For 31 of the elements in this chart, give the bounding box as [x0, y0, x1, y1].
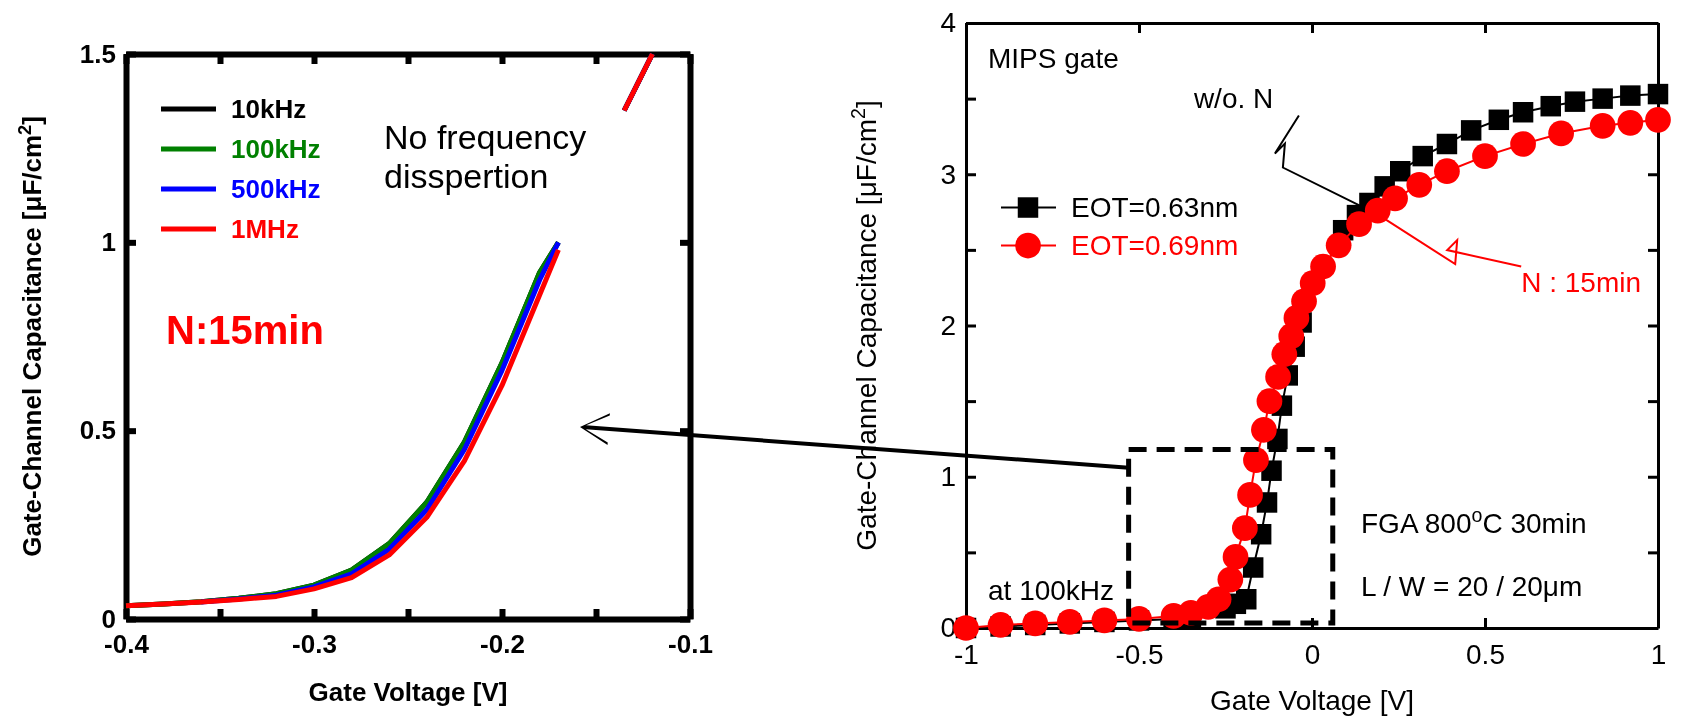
legend-label: EOT=0.69nm	[1071, 230, 1239, 262]
y-tick-label: 1	[101, 227, 116, 258]
x-axis-title: Gate Voltage [V]	[1210, 685, 1414, 716]
y-tick-label: 1	[940, 461, 956, 493]
annotation: L / W = 20 / 20μm	[1361, 571, 1583, 602]
x-tick-label: 1	[1650, 638, 1667, 670]
x-axis-title: Gate Voltage [V]	[308, 677, 508, 707]
annotation: FGA 800$^{o}$C 30min	[1361, 504, 1587, 539]
x-tick-label: -0.2	[480, 629, 525, 660]
annotation: MIPS gate	[988, 43, 1119, 74]
annotation: No frequency disspertion	[384, 118, 587, 196]
x-tick-label: 0	[1304, 638, 1321, 670]
y-tick-label: 1.5	[79, 38, 116, 69]
y-tick-label: 0.5	[79, 415, 116, 446]
legend-label: 10kHz	[231, 94, 307, 125]
x-tick-label: 0.5	[1466, 638, 1505, 670]
x-tick-label: -0.1	[668, 629, 713, 660]
annotation: w/o. N	[1192, 82, 1274, 114]
y-tick-label: 3	[940, 158, 956, 190]
y-tick-label: 4	[940, 7, 956, 39]
legend-label: 1MHz	[231, 214, 299, 245]
x-tick-label: -1	[954, 638, 979, 670]
annotation: at 100kHz	[988, 575, 1115, 606]
legend-label: EOT=0.63nm	[1071, 192, 1239, 224]
legend-label: 500kHz	[231, 174, 321, 205]
annotation: N:15min	[166, 308, 324, 352]
legend-label: 100kHz	[231, 134, 321, 165]
x-tick-label: -0.3	[292, 629, 337, 660]
annotation: N : 15min	[1521, 266, 1642, 298]
x-tick-label: -0.5	[1115, 638, 1164, 670]
y-tick-label: 2	[940, 309, 956, 341]
